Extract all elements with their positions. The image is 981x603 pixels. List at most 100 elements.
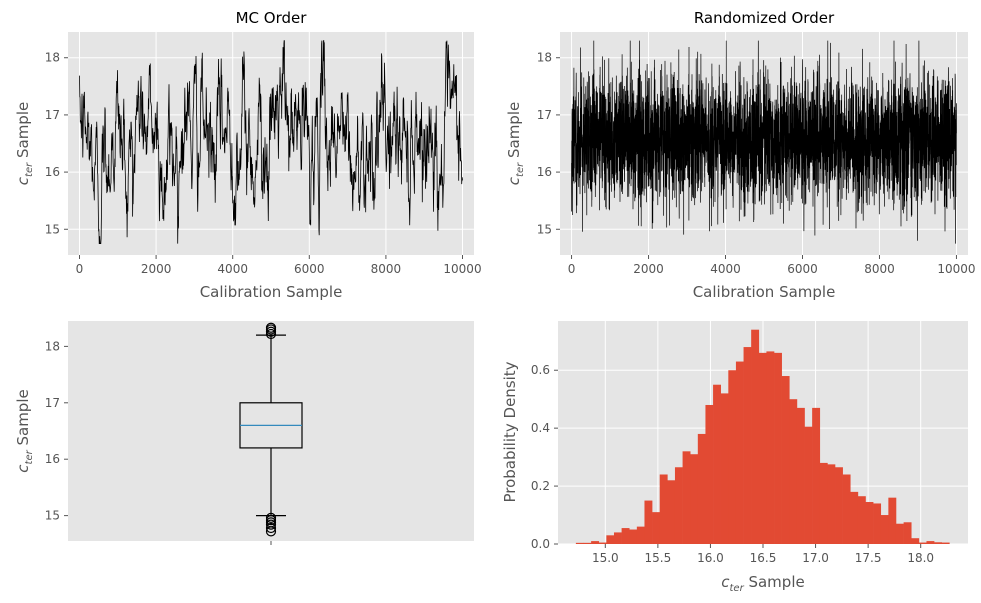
histogram-bar (880, 515, 889, 544)
y-tick-label: 15 (45, 509, 60, 523)
randomized-order-trace-line (571, 40, 957, 244)
histogram-bar (850, 491, 859, 544)
histogram-bar (720, 393, 729, 544)
x-tick-label: 15.0 (592, 551, 619, 565)
histogram-bar (804, 426, 813, 544)
histogram-bar (659, 474, 668, 544)
histogram-bar (606, 535, 615, 544)
y-tick-label: 17 (45, 108, 60, 122)
x-tick-label: 4000 (710, 262, 741, 276)
histogram-bar (705, 404, 714, 544)
boxplot-panel: 15 16 17 18 cter Sample (14, 321, 474, 545)
y-tick-label: 0.6 (531, 363, 550, 377)
histogram-bar (766, 351, 775, 544)
x-tick-label: 15.5 (645, 551, 672, 565)
histogram-bar (629, 529, 638, 544)
histogram-bar (827, 464, 836, 544)
histogram-bar (918, 542, 927, 544)
histogram-bar (774, 352, 782, 544)
y-tick-label: 18 (45, 339, 60, 353)
x-tick-label: 8000 (864, 262, 895, 276)
x-tick-label: 10000 (443, 262, 481, 276)
x-tick-label: 4000 (217, 262, 248, 276)
histogram-bar (835, 467, 843, 544)
randomized-order-panel: 0 2000 4000 6000 8000 10000 15 16 17 18 Randomize… (505, 9, 976, 301)
histogram-bar (796, 407, 805, 544)
histogram-bar (690, 454, 699, 544)
outlier-point (265, 512, 277, 523)
outlier-point (265, 522, 277, 534)
y-tick-label: 18 (45, 51, 60, 65)
x-tick-label: 6000 (294, 262, 325, 276)
y-tick-label: 16 (45, 165, 60, 179)
x-tick-label: 0 (76, 262, 84, 276)
histogram-bar (652, 512, 661, 544)
x-tick-label: 0 (568, 262, 576, 276)
histogram-bar (819, 462, 828, 544)
histogram-bar (751, 329, 760, 544)
histogram-panel: 15.0 15.5 16.0 16.5 17.0 17.5 18.0 0.0 0.2 0.4 0.6… (501, 321, 968, 594)
histogram-bar (934, 542, 943, 544)
histogram-bar (598, 542, 607, 544)
boxplot-ylabel: cter Sample (14, 389, 35, 472)
x-tick-label: 16.0 (697, 551, 724, 565)
histogram-bar (758, 352, 767, 544)
histogram-bar (697, 433, 706, 544)
x-tick-label: 6000 (787, 262, 818, 276)
y-tick-label: 0.0 (531, 537, 550, 551)
mc-order-trace-line (79, 40, 463, 245)
histogram-bar (842, 474, 851, 544)
mc-order-title: MC Order (236, 9, 308, 27)
histogram-bar (728, 370, 737, 544)
histogram-bar (713, 384, 721, 544)
mc-order-xlabel: Calibration Sample (200, 283, 343, 301)
x-tick-label: 18.0 (907, 551, 934, 565)
histogram-bar (903, 522, 912, 544)
histogram-bar (682, 451, 691, 544)
histogram-bar (857, 496, 866, 544)
y-tick-label: 0.2 (531, 479, 550, 493)
y-tick-label: 16 (537, 165, 552, 179)
histogram-bar (591, 541, 600, 544)
x-tick-label: 8000 (371, 262, 402, 276)
y-tick-label: 16 (45, 452, 60, 466)
histogram-bar (911, 538, 920, 544)
mc-order-ylabel: cter Sample (14, 102, 35, 185)
x-tick-label: 2000 (141, 262, 172, 276)
histogram-bar (735, 361, 744, 544)
randomized-order-ylabel: cter Sample (505, 102, 526, 185)
y-tick-label: 15 (45, 222, 60, 236)
y-tick-label: 17 (45, 396, 60, 410)
x-tick-label: 2000 (633, 262, 664, 276)
histogram-bar (781, 376, 790, 544)
histogram-bar (812, 407, 821, 544)
y-tick-label: 17 (537, 108, 552, 122)
histogram-bar (644, 500, 653, 544)
histogram-bar (743, 347, 752, 544)
randomized-order-xlabel: Calibration Sample (693, 283, 836, 301)
outlier-point (265, 322, 277, 333)
histogram-bar (636, 526, 645, 544)
histogram-bar (575, 542, 584, 544)
histogram-xlabel: cter Sample (721, 573, 804, 594)
histogram-ylabel: Probability Density (501, 361, 519, 502)
histogram-bar (621, 528, 630, 544)
histogram-bar (789, 399, 798, 544)
histogram-bar (888, 497, 897, 544)
histogram-bar (895, 523, 904, 544)
randomized-order-title: Randomized Order (694, 9, 835, 27)
x-tick-label: 16.5 (750, 551, 777, 565)
y-tick-label: 0.4 (531, 421, 550, 435)
x-tick-label: 17.5 (855, 551, 882, 565)
histogram-bar (667, 480, 676, 544)
histogram-bar (865, 502, 874, 544)
y-tick-label: 15 (537, 222, 552, 236)
y-tick-label: 18 (537, 51, 552, 65)
histogram-bar (674, 467, 683, 544)
x-tick-label: 10000 (937, 262, 975, 276)
histogram-bar (926, 541, 935, 544)
histogram-bar (613, 532, 622, 544)
histogram-bar (873, 503, 882, 544)
